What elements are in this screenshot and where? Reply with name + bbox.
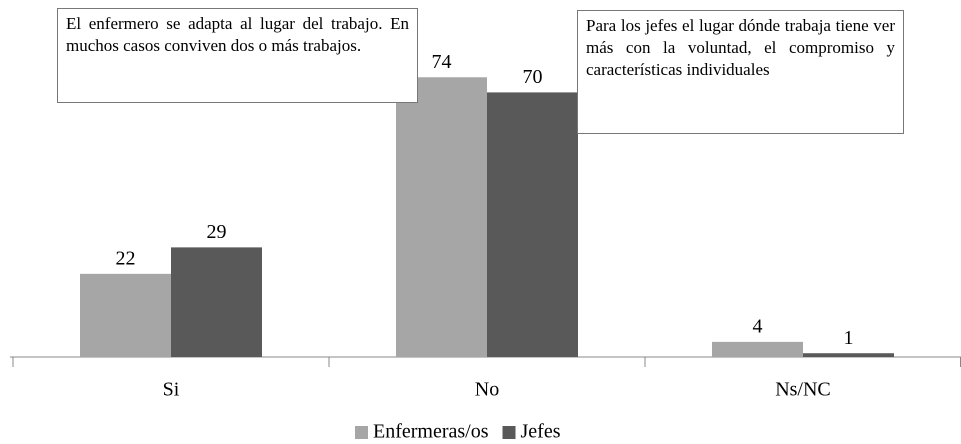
legend-swatch (502, 426, 516, 439)
x-tick-label: Ns/NC (775, 379, 831, 401)
bar (803, 353, 894, 357)
x-tick-label: No (475, 379, 499, 401)
annotation: Para los jefes el lugar dónde trabaja ti… (577, 10, 904, 134)
annotation: El enfermero se adapta al lugar del trab… (57, 8, 418, 103)
bar (487, 92, 578, 358)
value-label: 70 (523, 66, 543, 88)
bar (712, 341, 803, 357)
value-label: 22 (116, 247, 136, 269)
value-label: 29 (207, 221, 227, 243)
legend-label: Enfermeras/os (373, 421, 489, 443)
bar (171, 247, 262, 357)
bar (396, 77, 487, 357)
legend-label: Jefes (521, 421, 561, 443)
value-label: 74 (432, 51, 452, 73)
value-label: 4 (753, 315, 763, 337)
value-label: 1 (844, 327, 854, 349)
legend-swatch (355, 426, 368, 439)
x-tick-label: Si (163, 379, 180, 401)
bar (80, 273, 171, 357)
